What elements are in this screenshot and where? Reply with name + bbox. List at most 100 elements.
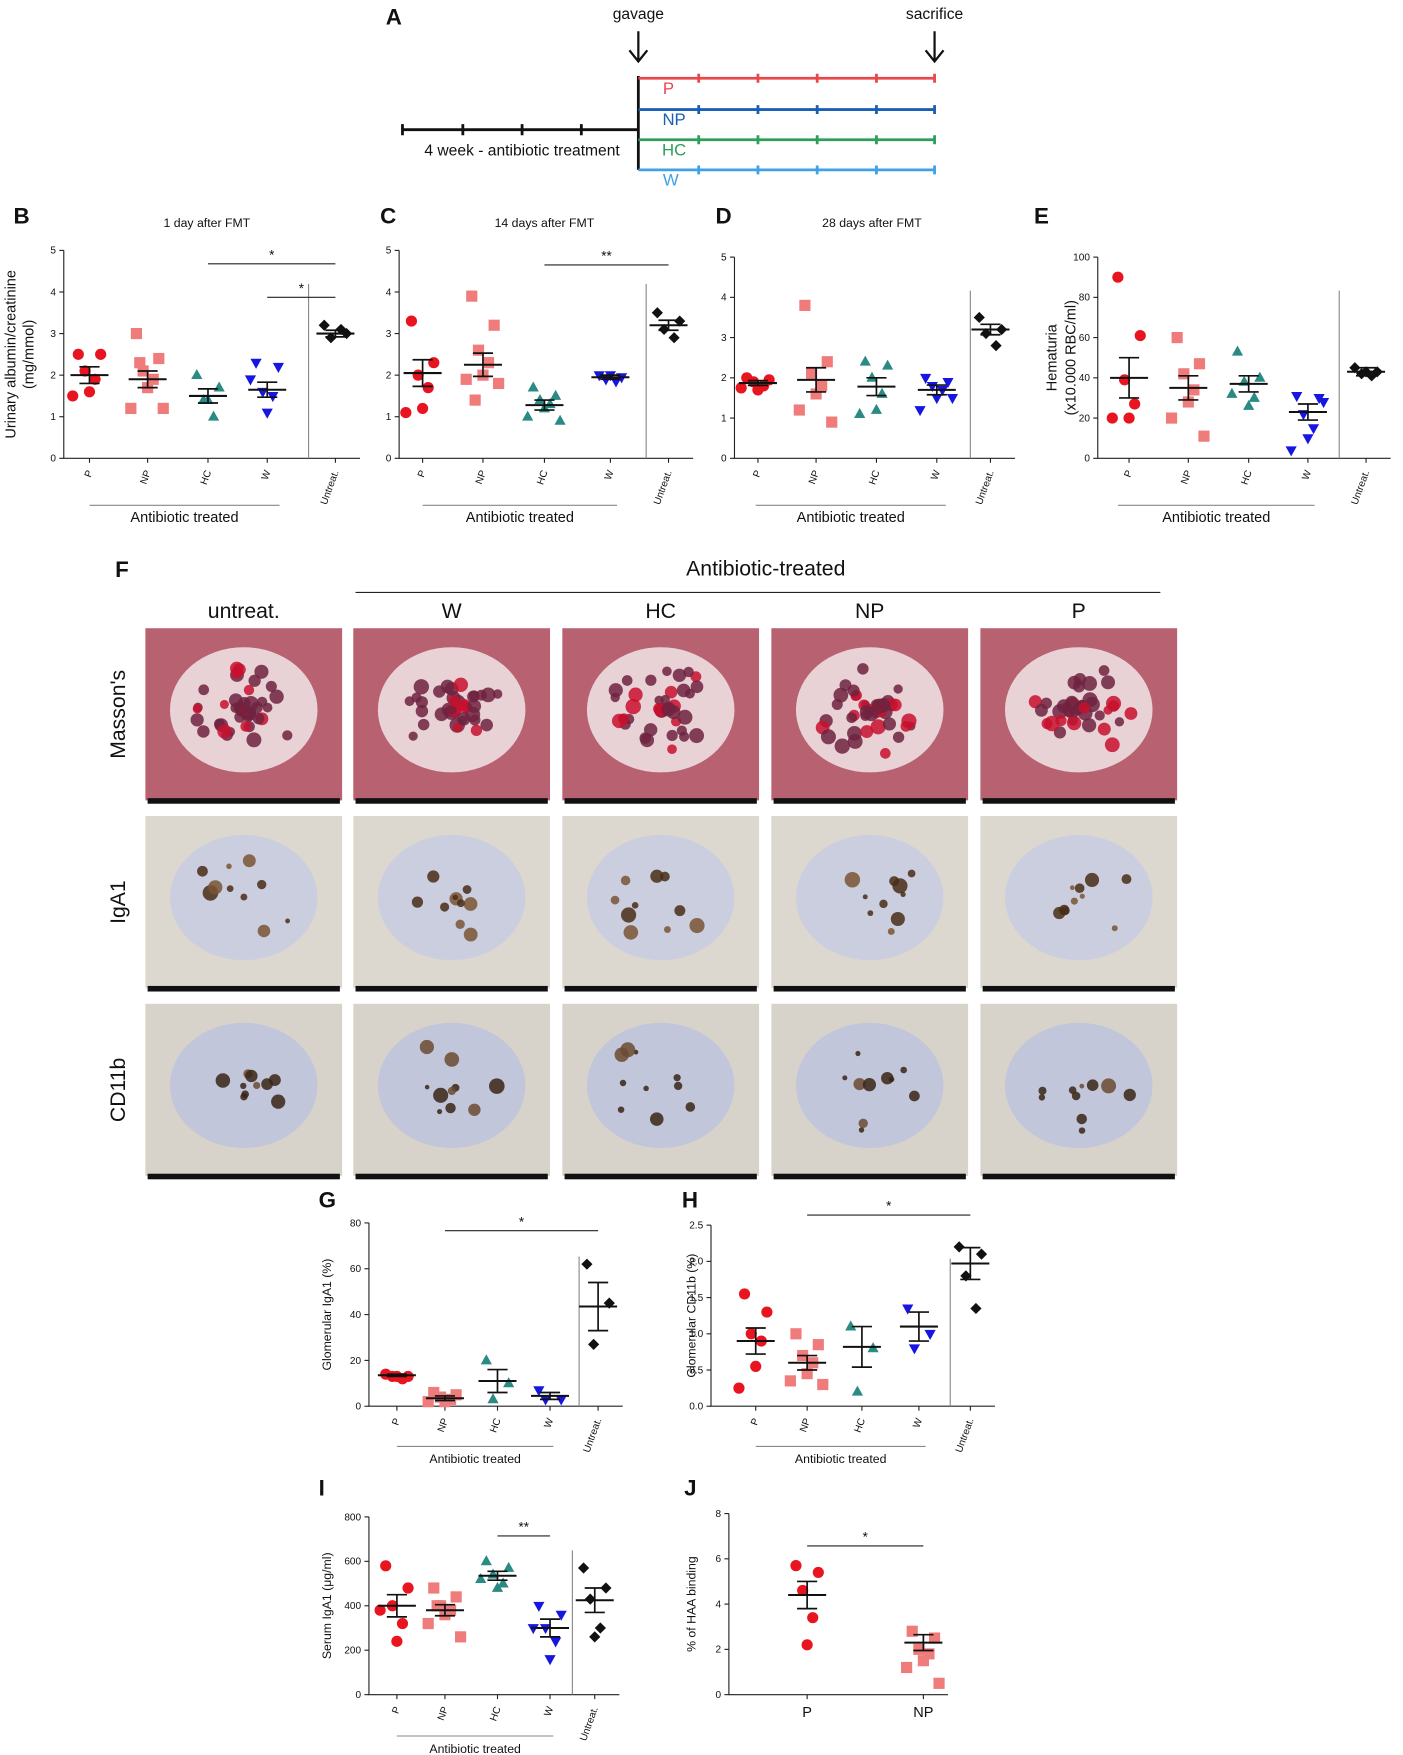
y-axis-label: Glomerular IgA1 (%): [320, 1259, 334, 1371]
x-tick-label: Untreat.: [319, 469, 342, 506]
cell: [900, 720, 912, 732]
cell: [215, 1073, 231, 1088]
scale-bar: [355, 1173, 548, 1180]
cell: [252, 712, 265, 725]
axes: [710, 1225, 995, 1407]
y-axis-label: (x10.000 RBC/ml): [1063, 300, 1079, 415]
data-point: [450, 1591, 462, 1603]
y-tick-label: 4: [715, 1599, 721, 1610]
cell: [489, 1078, 505, 1094]
error-bar: [325, 329, 346, 338]
cell: [880, 748, 891, 759]
data-point: [1106, 412, 1118, 424]
significance-label: *: [519, 1214, 524, 1229]
y-tick-label: 0.5: [689, 1365, 703, 1376]
cell: [467, 699, 482, 714]
cell: [242, 854, 256, 868]
data-point: [79, 365, 91, 377]
micrograph: [771, 628, 969, 804]
cell: [859, 705, 874, 719]
x-tick-label: W: [912, 1416, 926, 1429]
data-point: [1307, 424, 1320, 435]
cell: [411, 692, 422, 703]
y-tick-label: 200: [344, 1646, 361, 1657]
cell: [1121, 874, 1132, 885]
cell: [448, 695, 460, 707]
micrograph: [980, 816, 1178, 992]
y-tick-label: 60: [350, 1264, 362, 1275]
group-header: Antibiotic-treated: [686, 558, 845, 581]
y-axis-label: Serum IgA1 (μg/ml): [320, 1552, 334, 1659]
cell: [1078, 1127, 1086, 1134]
cell: [1084, 872, 1100, 888]
x-tick-label: W: [929, 469, 943, 482]
y-tick-label: 1.5: [689, 1293, 703, 1304]
cell: [1053, 906, 1066, 920]
glomerulus: [1004, 835, 1153, 961]
cell: [408, 731, 418, 741]
data-point: [534, 393, 546, 405]
cell: [1078, 702, 1090, 714]
cell: [690, 680, 704, 694]
y-tick-label: 3: [50, 329, 56, 340]
cell: [254, 664, 269, 679]
cell: [1057, 699, 1071, 713]
data-point: [488, 319, 500, 331]
cell: [621, 675, 633, 686]
data-point: [970, 1302, 982, 1315]
scale-bar: [147, 1173, 340, 1180]
chart-title: 1 day after FMT: [164, 216, 251, 230]
scale-bar: [564, 798, 757, 804]
cell: [253, 1081, 261, 1090]
cell: [879, 899, 888, 909]
cell: [664, 926, 671, 933]
data-point: [380, 1560, 392, 1572]
cell: [190, 713, 204, 727]
data-point: [400, 406, 412, 419]
error-bar: [584, 1587, 605, 1614]
cell: [1082, 676, 1098, 691]
cell: [882, 717, 897, 731]
error-bar: [386, 1373, 407, 1378]
chart-title: 28 days after FMT: [822, 216, 922, 230]
cell: [468, 690, 480, 702]
y-tick-label: 5: [50, 246, 56, 257]
y-tick-label: 6: [715, 1554, 721, 1565]
error-bar: [539, 1618, 561, 1638]
cell: [456, 899, 465, 908]
cell: [1076, 1113, 1087, 1125]
cell: [842, 1075, 848, 1081]
cell: [1070, 897, 1078, 905]
x-tick-label: HC: [199, 469, 214, 486]
cell: [1044, 715, 1060, 732]
y-tick-label: 600: [344, 1557, 361, 1568]
error-bar: [908, 1311, 929, 1342]
data-point: [931, 394, 943, 405]
sacrifice-label: sacrifice: [906, 6, 963, 23]
cell: [620, 875, 631, 886]
cell: [1101, 1078, 1117, 1094]
cell: [444, 1052, 460, 1067]
cell: [871, 698, 887, 714]
data-point: [854, 407, 866, 418]
cell: [608, 683, 623, 698]
data-point: [933, 1677, 945, 1689]
x-tick-label: HC: [1240, 469, 1255, 486]
error-bar: [866, 376, 887, 397]
cell: [246, 732, 262, 748]
y-tick-label: 20: [1079, 413, 1091, 424]
error-bar: [600, 374, 621, 381]
group-label: W: [663, 171, 679, 190]
data-point: [455, 1631, 467, 1643]
data-point: [1285, 446, 1297, 457]
x-tick-label: Untreat.: [582, 1417, 605, 1454]
y-axis-label: Urinary albumin/creatinine: [4, 270, 20, 439]
significance-label: *: [863, 1529, 868, 1544]
panel-letter: I: [319, 1476, 325, 1501]
x-tick-label: W: [603, 469, 617, 482]
cell: [413, 679, 430, 695]
micrograph: [562, 1003, 760, 1180]
cell: [470, 724, 483, 737]
cell: [455, 919, 465, 930]
